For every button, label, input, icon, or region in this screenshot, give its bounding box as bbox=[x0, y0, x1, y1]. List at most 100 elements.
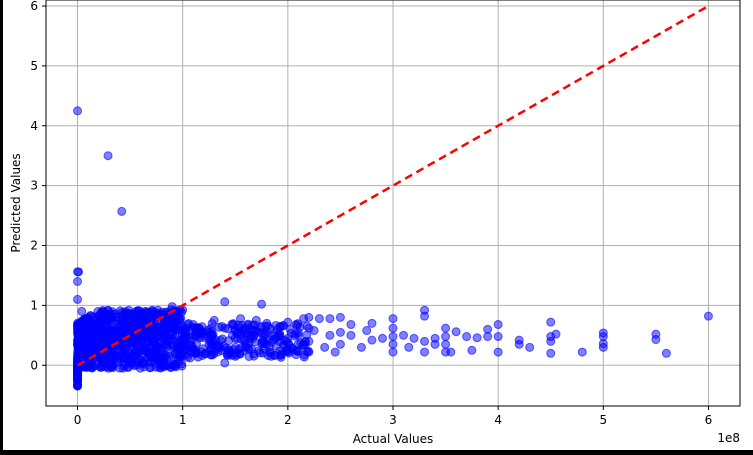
data-point bbox=[120, 343, 130, 353]
data-point bbox=[73, 335, 83, 345]
data-point bbox=[250, 320, 260, 330]
data-point bbox=[271, 320, 281, 330]
data-point bbox=[525, 342, 535, 352]
data-point bbox=[546, 317, 556, 327]
data-point bbox=[483, 332, 493, 342]
data-point bbox=[420, 311, 430, 321]
data-point bbox=[404, 342, 414, 352]
data-point bbox=[166, 333, 176, 343]
data-point bbox=[335, 312, 345, 322]
data-point bbox=[314, 314, 324, 324]
data-point bbox=[367, 318, 377, 328]
data-point bbox=[160, 340, 170, 350]
data-point bbox=[388, 347, 398, 357]
x-tick-label: 2 bbox=[284, 413, 292, 427]
data-point bbox=[183, 352, 193, 362]
reference-line bbox=[76, 4, 710, 367]
ticks-layer: 0 1 2 3 4 5 6 0 1 2 3 4 5 6 bbox=[30, 0, 712, 427]
data-point bbox=[388, 314, 398, 324]
data-point bbox=[73, 276, 83, 286]
data-point bbox=[335, 327, 345, 337]
data-point bbox=[367, 335, 377, 345]
data-point bbox=[493, 332, 503, 342]
data-point bbox=[441, 323, 451, 333]
data-point bbox=[209, 336, 219, 346]
data-point bbox=[265, 347, 275, 357]
data-point bbox=[103, 151, 113, 161]
data-point bbox=[275, 346, 285, 356]
data-point bbox=[87, 363, 97, 373]
data-point bbox=[248, 333, 258, 343]
data-point bbox=[213, 347, 223, 357]
data-point bbox=[95, 318, 105, 328]
data-point bbox=[113, 357, 123, 367]
data-point bbox=[151, 322, 161, 332]
y-axis-title: Predicted Values bbox=[9, 153, 23, 252]
x-tick-label: 1 bbox=[179, 413, 187, 427]
data-point bbox=[207, 318, 217, 328]
x-tick-label: 6 bbox=[705, 413, 713, 427]
data-point bbox=[110, 326, 120, 336]
data-point bbox=[161, 323, 171, 333]
data-point bbox=[651, 335, 661, 345]
data-point bbox=[388, 323, 398, 333]
data-point bbox=[155, 360, 165, 370]
data-point bbox=[409, 333, 419, 343]
data-point bbox=[546, 348, 556, 358]
data-point bbox=[180, 324, 190, 334]
x-tick-label: 3 bbox=[389, 413, 397, 427]
data-point bbox=[117, 206, 127, 216]
data-point bbox=[97, 336, 107, 346]
data-point bbox=[76, 328, 86, 338]
data-point bbox=[73, 380, 83, 390]
data-point bbox=[388, 339, 398, 349]
data-point bbox=[472, 333, 482, 343]
data-point bbox=[224, 348, 234, 358]
data-point bbox=[441, 347, 451, 357]
data-point bbox=[598, 342, 608, 352]
data-point bbox=[131, 337, 141, 347]
data-point bbox=[267, 337, 277, 347]
data-point bbox=[330, 347, 340, 357]
data-point bbox=[377, 333, 387, 343]
data-point bbox=[577, 347, 587, 357]
data-point bbox=[126, 353, 136, 363]
data-point bbox=[514, 339, 524, 349]
data-point bbox=[169, 315, 179, 325]
data-point bbox=[441, 332, 451, 342]
data-point bbox=[134, 306, 144, 316]
y-tick-label: 5 bbox=[30, 59, 38, 73]
data-point bbox=[194, 323, 204, 333]
data-point bbox=[346, 320, 356, 330]
data-point bbox=[399, 330, 409, 340]
data-point bbox=[299, 314, 309, 324]
data-point bbox=[214, 322, 224, 332]
data-point bbox=[74, 267, 84, 277]
data-point bbox=[82, 313, 92, 323]
figure-background bbox=[3, 0, 753, 450]
data-point bbox=[451, 327, 461, 337]
data-point bbox=[238, 346, 248, 356]
data-point bbox=[493, 320, 503, 330]
data-point bbox=[118, 363, 128, 373]
data-point bbox=[149, 349, 159, 359]
data-point bbox=[303, 346, 313, 356]
data-point bbox=[259, 330, 269, 340]
data-point bbox=[174, 357, 184, 367]
data-point bbox=[75, 318, 85, 328]
x-axis-title: Actual Values bbox=[353, 432, 434, 446]
data-point bbox=[227, 319, 237, 329]
data-point bbox=[227, 330, 237, 340]
data-point bbox=[362, 326, 372, 336]
data-point bbox=[220, 297, 230, 307]
data-point bbox=[493, 347, 503, 357]
data-point bbox=[90, 328, 100, 338]
data-point bbox=[356, 342, 366, 352]
data-point bbox=[420, 347, 430, 357]
data-point bbox=[292, 320, 302, 330]
data-point bbox=[388, 332, 398, 342]
y-tick-label: 6 bbox=[30, 0, 38, 13]
y-tick-label: 4 bbox=[30, 119, 38, 133]
data-point bbox=[346, 330, 356, 340]
